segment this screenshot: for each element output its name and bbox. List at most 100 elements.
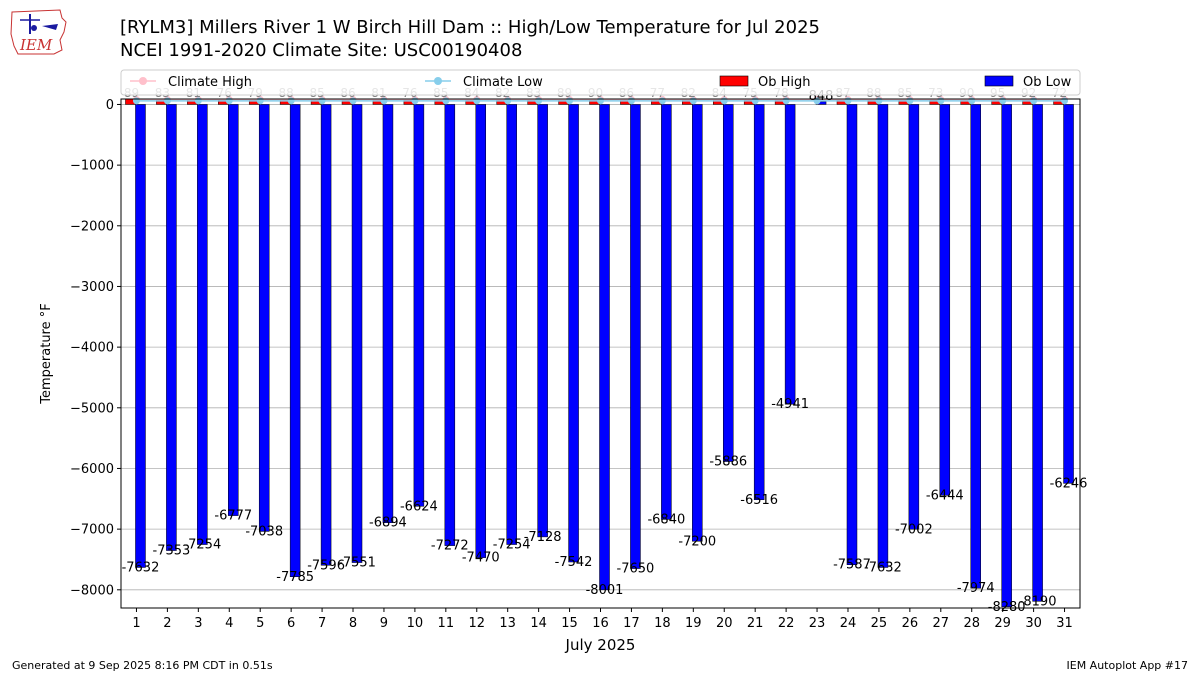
x-tick-label: 30 xyxy=(1025,616,1042,631)
low-value-label: -6624 xyxy=(400,499,438,514)
x-tick-label: 11 xyxy=(438,616,455,631)
ob-low-bar xyxy=(692,104,703,542)
low-value-label: -7128 xyxy=(524,530,562,545)
ob-low-bar xyxy=(568,104,579,563)
low-value-label: -7353 xyxy=(153,544,191,559)
x-tick-label: 23 xyxy=(809,616,826,631)
x-tick-label: 13 xyxy=(499,616,516,631)
low-value-label: -7470 xyxy=(462,551,500,566)
legend-box xyxy=(120,69,1081,96)
x-tick-label: 15 xyxy=(561,616,578,631)
x-tick-label: 24 xyxy=(840,616,857,631)
ob-low-bar xyxy=(661,104,672,520)
x-axis-label: July 2025 xyxy=(565,636,636,654)
ob-low-bar xyxy=(197,104,208,545)
ob-low-bar xyxy=(970,104,981,589)
ob-low-bar xyxy=(413,104,425,507)
x-tick-label: 9 xyxy=(380,616,388,631)
low-value-label: -7551 xyxy=(338,556,376,571)
x-tick-label: 6 xyxy=(287,616,295,631)
x-tick-label: 12 xyxy=(468,616,485,631)
chart-subtitle: NCEI 1991-2020 Climate Site: USC00190408 xyxy=(120,40,523,61)
low-value-label: -7596 xyxy=(307,558,345,573)
ob-low-bar xyxy=(877,104,889,568)
low-value-label: -4941 xyxy=(771,397,809,412)
x-tick-label: 27 xyxy=(933,616,950,631)
ob-low-bar xyxy=(599,104,610,591)
low-value-label: -8001 xyxy=(586,583,624,598)
legend-patch xyxy=(984,75,1014,87)
x-tick-label: 17 xyxy=(623,616,640,631)
ob-low-bar xyxy=(475,104,487,558)
ob-low-bar xyxy=(382,104,394,523)
low-value-label: -7038 xyxy=(245,524,283,539)
y-tick-label: 0 xyxy=(106,98,114,113)
low-value-label: -7785 xyxy=(276,570,314,585)
low-value-label: -5886 xyxy=(709,455,747,470)
low-value-label: -7632 xyxy=(864,560,902,575)
y-tick-label: −8000 xyxy=(70,583,114,598)
ob-low-bar xyxy=(289,104,301,578)
ob-low-bar xyxy=(537,104,548,538)
x-tick-label: 5 xyxy=(256,616,264,631)
ob-low-bar xyxy=(351,104,363,563)
ob-low-bar xyxy=(939,104,951,496)
ob-low-bar xyxy=(908,104,920,530)
ob-low-bar xyxy=(320,104,332,566)
x-tick-label: 28 xyxy=(963,616,980,631)
low-value-label: -7974 xyxy=(957,581,995,596)
legend-label: Climate Low xyxy=(463,75,543,90)
legend-marker xyxy=(434,77,442,85)
x-tick-label: 25 xyxy=(871,616,888,631)
low-value-label: -7650 xyxy=(617,562,655,577)
low-value-label: -7002 xyxy=(895,522,933,537)
low-value-label: -6516 xyxy=(740,493,778,508)
y-axis-label: Temperature °F xyxy=(39,303,54,404)
y-tick-label: −7000 xyxy=(70,523,114,538)
low-value-label: -7254 xyxy=(493,538,531,553)
ob-low-bar xyxy=(630,104,641,569)
chart-title: [RYLM3] Millers River 1 W Birch Hill Dam… xyxy=(120,17,820,38)
footer-generated: Generated at 9 Sep 2025 8:16 PM CDT in 0… xyxy=(12,659,273,672)
bars xyxy=(125,98,1074,608)
ob-low-bar xyxy=(784,104,796,405)
low-value-label: -7200 xyxy=(678,534,716,549)
x-tick-label: 10 xyxy=(407,616,424,631)
x-tick-label: 4 xyxy=(225,616,233,631)
ob-low-bar xyxy=(258,104,270,532)
ob-low-bar xyxy=(1063,104,1074,484)
y-tick-label: −1000 xyxy=(70,159,114,174)
legend-label: Ob High xyxy=(758,75,811,90)
x-tick-label: 21 xyxy=(747,616,764,631)
x-tick-label: 29 xyxy=(994,616,1011,631)
iem-logo: IEM xyxy=(8,6,70,62)
y-tick-label: −5000 xyxy=(70,401,114,416)
ob-low-bar xyxy=(846,104,858,565)
ob-low-bar xyxy=(506,104,517,545)
ob-low-bar xyxy=(753,104,765,501)
ob-low-bar xyxy=(444,104,456,546)
axes: 0 −1000 −2000 −3000 −4000 −5000 −6000 −7000 −800… xyxy=(70,98,1073,631)
legend: Climate High Climate Low Ob High Ob Low xyxy=(120,69,1081,96)
ob-low-bar xyxy=(228,104,239,516)
low-value-label: -6777 xyxy=(214,509,252,524)
ob-low-bar xyxy=(1001,104,1012,608)
low-value-label: -6246 xyxy=(1050,476,1088,491)
x-tick-label: 18 xyxy=(654,616,671,631)
ob-low-bar xyxy=(722,104,734,462)
x-tick-label: 3 xyxy=(194,616,202,631)
legend-marker xyxy=(139,77,147,85)
legend-patch xyxy=(719,75,749,87)
y-tick-label: −3000 xyxy=(70,280,114,295)
ob-low-bar xyxy=(1032,104,1043,602)
low-value-label: -6894 xyxy=(369,516,407,531)
legend-label: Ob Low xyxy=(1023,75,1072,90)
y-tick-label: −2000 xyxy=(70,219,114,234)
x-tick-label: 22 xyxy=(778,616,795,631)
legend-label: Climate High xyxy=(168,75,252,90)
low-value-label: -8280 xyxy=(988,600,1026,615)
low-value-label: -7542 xyxy=(555,555,593,570)
low-value-label: -8190 xyxy=(1019,594,1057,609)
x-tick-label: 20 xyxy=(716,616,733,631)
